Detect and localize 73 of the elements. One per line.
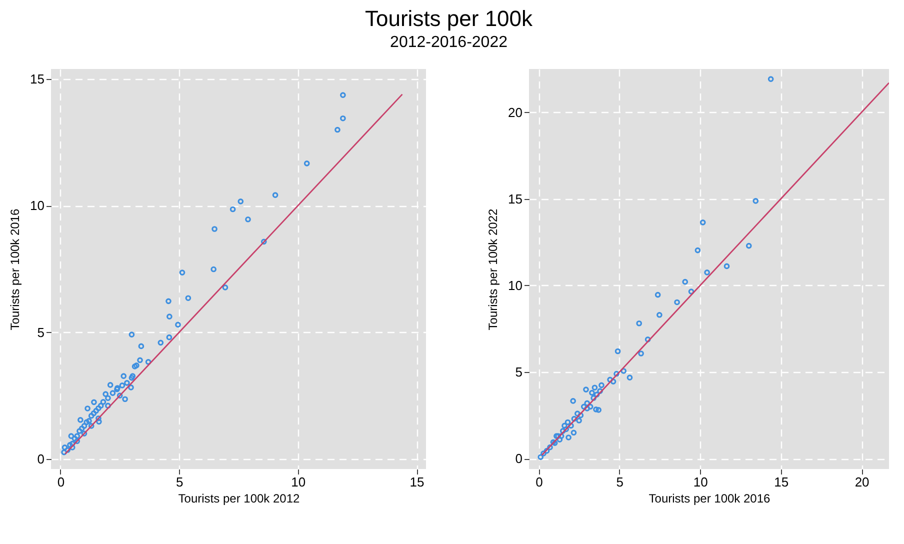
x-tick-label: 20 xyxy=(854,474,870,490)
point xyxy=(656,312,662,318)
point xyxy=(590,395,596,401)
y-tick-label: 15 xyxy=(30,72,44,87)
point xyxy=(638,350,644,356)
x-tick-label: 0 xyxy=(57,474,65,490)
point xyxy=(571,416,578,422)
x-axis-title: Tourists per 100k 2016 xyxy=(648,492,771,506)
point xyxy=(560,428,566,434)
point xyxy=(626,374,633,380)
y-tick-label: 10 xyxy=(30,198,44,214)
point xyxy=(597,388,603,394)
x-tick-label: 5 xyxy=(616,474,624,490)
point xyxy=(636,320,642,326)
y-tick-label: 20 xyxy=(508,104,522,120)
point xyxy=(592,384,598,391)
point xyxy=(654,292,661,298)
point xyxy=(576,418,582,424)
x-tick-label: 10 xyxy=(291,474,306,490)
x-tick-label: 10 xyxy=(693,474,708,490)
point xyxy=(562,422,568,429)
chart-subtitle: 2012-2016-2022 xyxy=(390,34,508,51)
point xyxy=(614,348,621,354)
point xyxy=(570,430,577,436)
point xyxy=(700,220,706,226)
point xyxy=(688,288,694,294)
point xyxy=(584,400,590,406)
point xyxy=(547,444,553,450)
point xyxy=(587,404,594,410)
point xyxy=(544,448,550,454)
y-axis-title: Tourists per 100k 2022 xyxy=(486,208,500,330)
point xyxy=(566,434,572,440)
point xyxy=(564,419,571,426)
y-tick-label: 10 xyxy=(508,278,522,293)
chart-title: Tourists per 100k xyxy=(365,6,534,31)
y-tick-label: 5 xyxy=(515,364,522,380)
point xyxy=(578,412,584,418)
point xyxy=(614,370,620,377)
point xyxy=(682,278,688,285)
y-tick-label: 15 xyxy=(508,191,522,206)
point xyxy=(593,406,599,412)
point xyxy=(570,398,576,404)
point xyxy=(574,410,580,417)
point xyxy=(538,454,544,460)
point xyxy=(583,386,589,392)
point xyxy=(768,76,774,82)
y-axis-title: Tourists per 100k 2016 xyxy=(8,208,22,330)
point xyxy=(674,299,680,306)
point xyxy=(596,407,602,413)
y-tick-label: 0 xyxy=(515,451,522,466)
point xyxy=(607,376,613,383)
x-tick-label: 0 xyxy=(536,474,543,490)
y-tick-label: 0 xyxy=(37,451,44,466)
point xyxy=(610,378,616,384)
point xyxy=(694,247,701,254)
point xyxy=(704,270,710,276)
x-tick-label: 5 xyxy=(176,474,184,490)
point xyxy=(580,404,587,410)
x-tick-label: 15 xyxy=(410,474,424,490)
point xyxy=(644,336,651,342)
point xyxy=(556,436,563,442)
point xyxy=(594,392,600,398)
point xyxy=(746,242,752,249)
point xyxy=(752,198,759,204)
point xyxy=(724,263,730,270)
x-tick-label: 15 xyxy=(774,474,789,490)
y-tick-label: 5 xyxy=(37,324,44,340)
point xyxy=(589,390,595,396)
point xyxy=(568,422,574,429)
point xyxy=(598,382,604,388)
point xyxy=(540,450,546,456)
x-axis-title: Tourists per 100k 2012 xyxy=(178,492,300,506)
point xyxy=(620,368,627,374)
